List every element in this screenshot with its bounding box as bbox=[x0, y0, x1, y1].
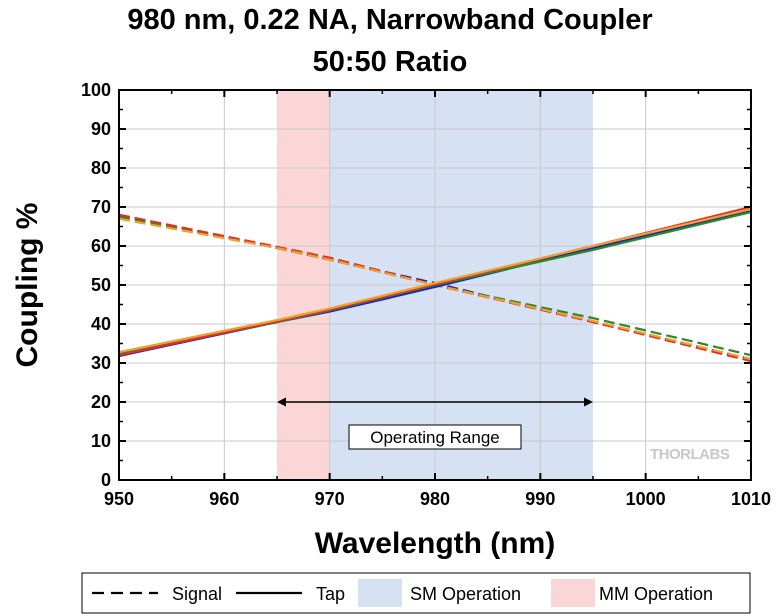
legend-label: SM Operation bbox=[410, 584, 521, 604]
y-tick-label: 0 bbox=[101, 470, 111, 490]
legend-region-swatch bbox=[551, 579, 595, 607]
x-axis-title: Wavelength (nm) bbox=[315, 527, 556, 560]
legend-label: Signal bbox=[172, 584, 222, 604]
y-tick-label: 50 bbox=[91, 275, 111, 295]
x-tick-label: 970 bbox=[315, 489, 345, 509]
y-axis-title: Coupling % bbox=[11, 203, 44, 368]
x-tick-label: 1000 bbox=[626, 489, 666, 509]
y-tick-label: 10 bbox=[91, 431, 111, 451]
legend-label: MM Operation bbox=[599, 584, 713, 604]
thorlabs-watermark: THORLABS bbox=[650, 446, 730, 463]
chart-subtitle: 50:50 Ratio bbox=[312, 46, 468, 78]
chart-title: 980 nm, 0.22 NA, Narrowband Coupler bbox=[127, 4, 653, 36]
y-tick-label: 70 bbox=[91, 197, 111, 217]
x-tick-label: 950 bbox=[104, 489, 134, 509]
legend: Signal Tap SM Operation MM Operation bbox=[81, 572, 751, 614]
legend-label: Tap bbox=[316, 584, 345, 604]
y-tick-label: 90 bbox=[91, 119, 111, 139]
axis-ticks: 950 960 970 980 990 1000 1010 0 10 20 30 40 50 60 70 80… bbox=[81, 80, 771, 509]
y-tick-label: 20 bbox=[91, 392, 111, 412]
y-tick-label: 100 bbox=[81, 80, 111, 100]
arrowhead-left bbox=[277, 397, 286, 407]
y-tick-label: 40 bbox=[91, 314, 111, 334]
y-tick-label: 80 bbox=[91, 158, 111, 178]
x-tick-label: 1010 bbox=[731, 489, 771, 509]
y-tick-label: 30 bbox=[91, 353, 111, 373]
x-tick-label: 980 bbox=[420, 489, 450, 509]
x-tick-label: 990 bbox=[525, 489, 555, 509]
annotation-box bbox=[348, 424, 522, 450]
arrowhead-right bbox=[584, 397, 593, 407]
operating-range-annotation: Operating Range bbox=[277, 397, 593, 450]
legend-box bbox=[81, 572, 751, 614]
legend-region-swatch bbox=[358, 579, 402, 607]
y-tick-label: 60 bbox=[91, 236, 111, 256]
signal-series-line bbox=[118, 213, 752, 363]
annotation-label: Operating Range bbox=[370, 428, 499, 447]
signal-series-line bbox=[118, 217, 752, 361]
tap-series-line bbox=[118, 207, 752, 354]
data-series bbox=[118, 205, 752, 363]
x-tick-label: 960 bbox=[209, 489, 239, 509]
